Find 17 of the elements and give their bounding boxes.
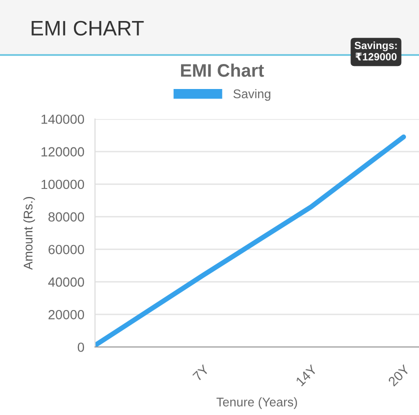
y-tick-label: 120000 (42, 147, 84, 156)
y-tick-label: 60000 (48, 244, 84, 254)
chart-subtitle: EMI Chart (181, 64, 264, 77)
y-axis-title: Amount (Rs.) (23, 196, 35, 270)
y-tick-label: 80000 (48, 212, 84, 222)
chart-title: EMI CHART (32, 20, 144, 36)
y-tick-label: 0 (78, 342, 84, 352)
x-tick-label: 7Y (192, 364, 210, 382)
x-axis-title: Tenure (Years) (216, 397, 297, 409)
line-series (95, 134, 406, 347)
y-tick-label: 40000 (48, 277, 84, 287)
x-tick-label: 14Y (295, 364, 318, 386)
y-tick-label: 100000 (42, 180, 84, 190)
y-tick-label: 20000 (48, 310, 84, 320)
y-tick-label: 140000 (42, 114, 84, 124)
legend-label: Saving (233, 89, 270, 101)
text: Savings: ₹129000 (354, 42, 397, 60)
